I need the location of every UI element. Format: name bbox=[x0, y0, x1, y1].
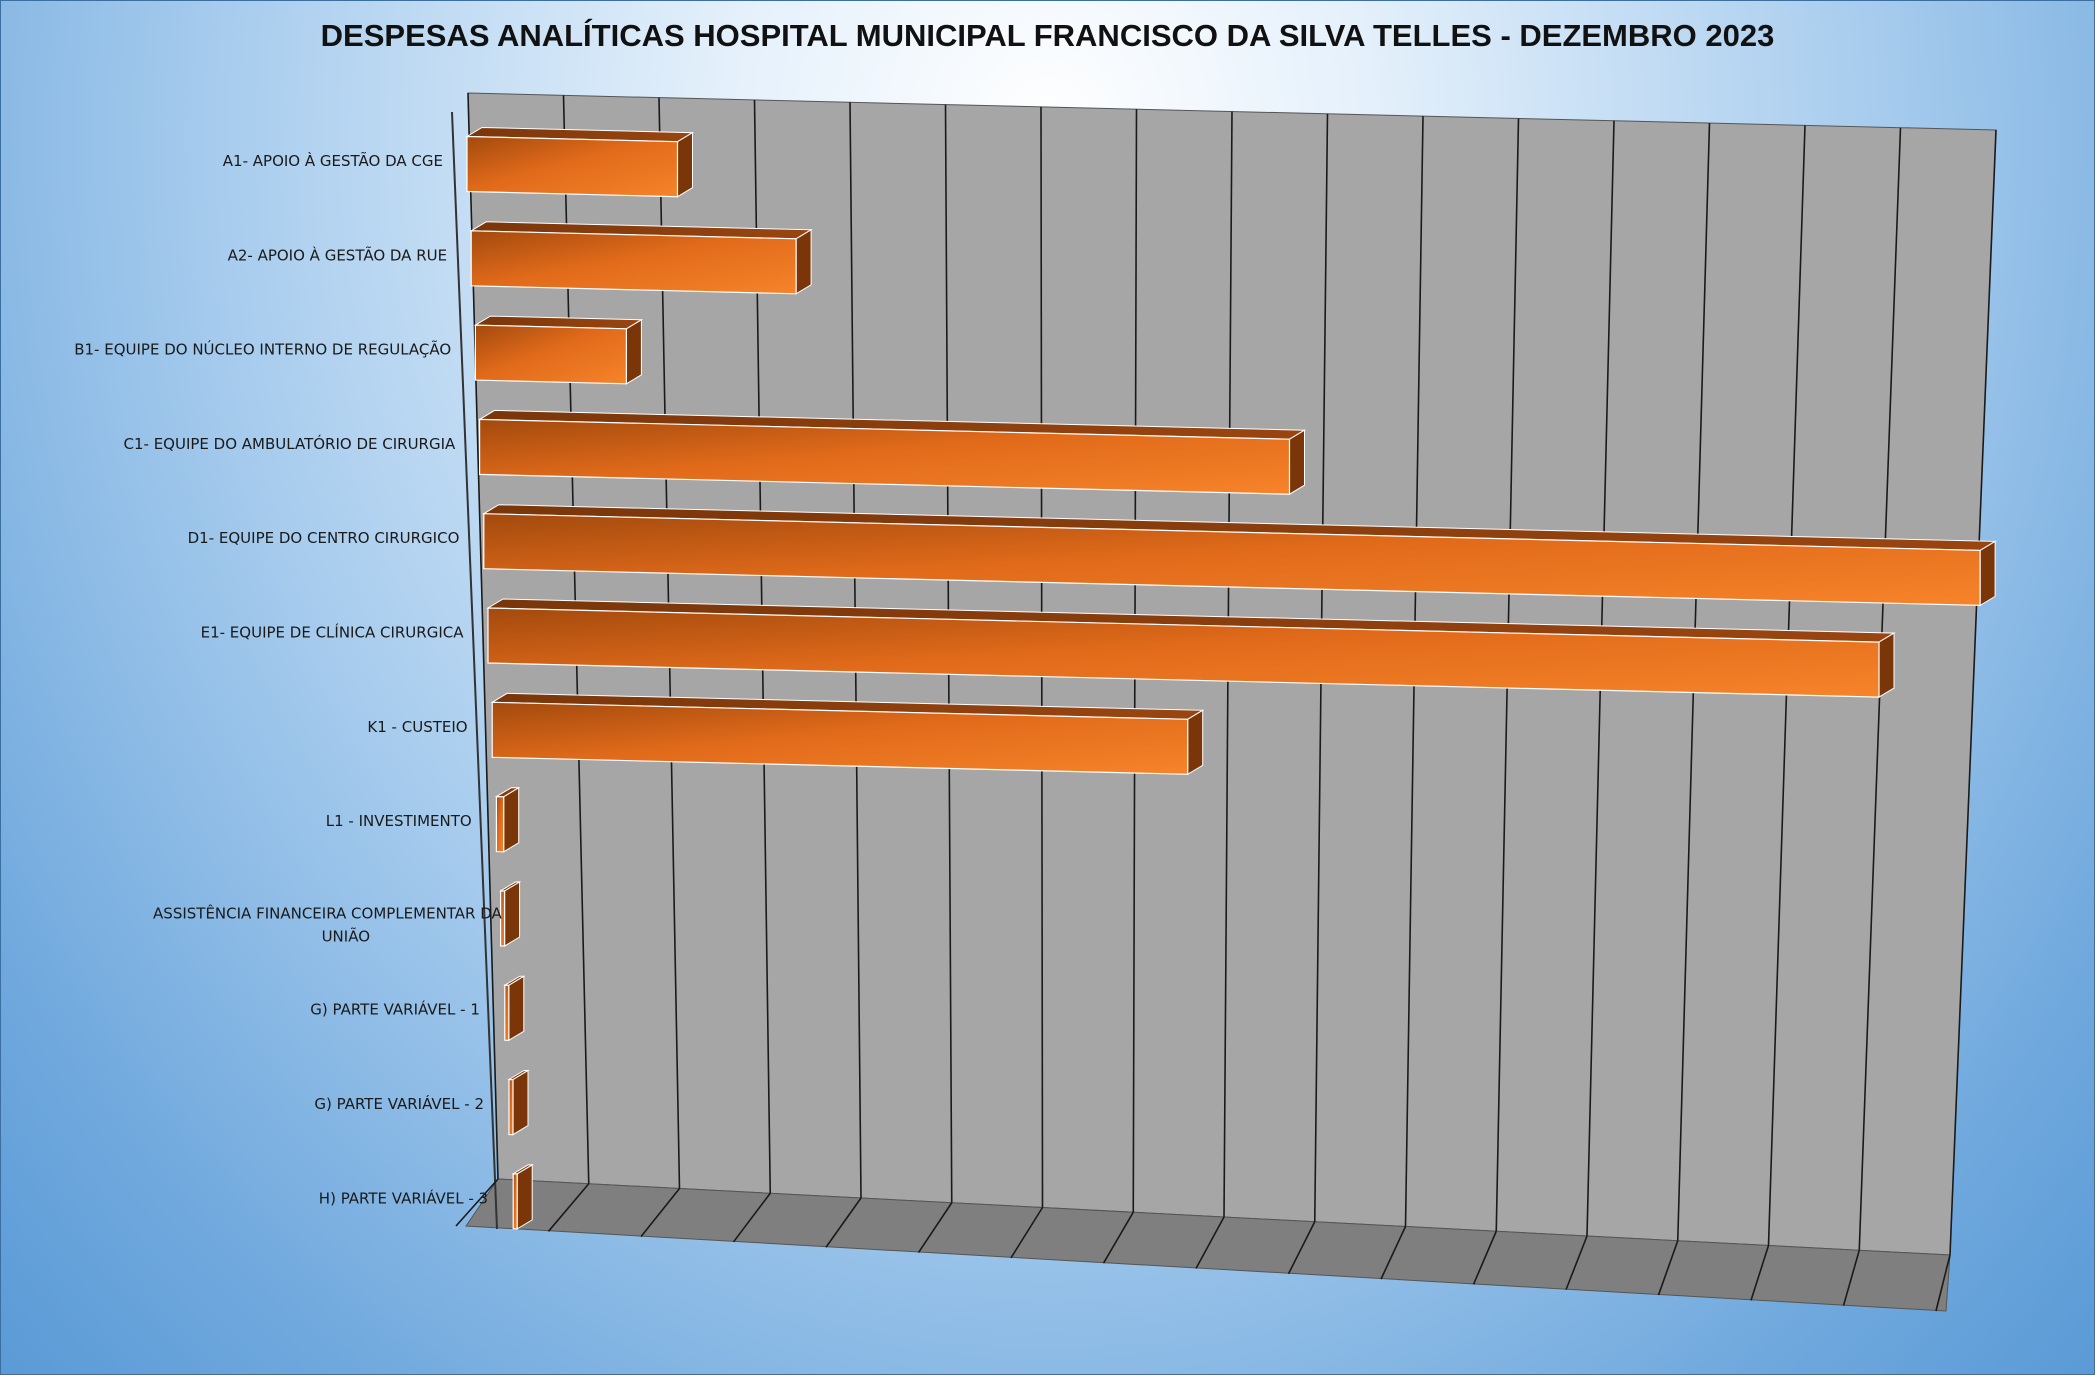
bar bbox=[482, 504, 1997, 607]
bar-front-face bbox=[504, 984, 510, 1041]
chart-title: DESPESAS ANALÍTICAS HOSPITAL MUNICIPAL F… bbox=[320, 18, 1775, 53]
bar bbox=[465, 126, 695, 198]
bar-front-face bbox=[495, 795, 505, 853]
floor-gridline bbox=[825, 1197, 862, 1248]
floor-gridline bbox=[1657, 1240, 1679, 1296]
bar-side-face bbox=[795, 228, 812, 295]
bar bbox=[490, 692, 1205, 776]
bar bbox=[473, 315, 644, 385]
category-label: ASSISTÊNCIA FINANCEIRA COMPLEMENTAR DA UN… bbox=[153, 903, 502, 945]
bar-front-face bbox=[466, 135, 679, 198]
category-label: G) PARTE VARIÁVEL - 1 bbox=[310, 1000, 480, 1019]
bar-side-face bbox=[503, 786, 520, 853]
floor-gridline bbox=[1380, 1226, 1407, 1280]
gridline bbox=[1949, 129, 1997, 1256]
floor-gridline bbox=[1935, 1254, 1951, 1312]
category-label: G) PARTE VARIÁVEL - 2 bbox=[314, 1094, 484, 1113]
category-label: B1- EQUIPE DO NÚCLEO INTERNO DE REGULAÇÃ… bbox=[74, 340, 451, 359]
bar-front-face bbox=[487, 607, 1880, 698]
floor-gridline bbox=[1472, 1230, 1497, 1285]
floor-gridline bbox=[732, 1192, 771, 1243]
bar-side-face bbox=[508, 975, 525, 1042]
category-label: K1 - CUSTEIO bbox=[367, 718, 467, 736]
category-label: A1- APOIO À GESTÃO DA CGE bbox=[223, 151, 443, 170]
bar-front-face bbox=[479, 418, 1291, 495]
bar bbox=[469, 221, 813, 295]
bar-side-face bbox=[677, 131, 693, 198]
bar bbox=[486, 598, 1896, 698]
floor-gridline bbox=[1010, 1207, 1044, 1259]
bar bbox=[477, 409, 1307, 496]
floor-gridline bbox=[917, 1202, 953, 1254]
floor-gridline bbox=[1842, 1250, 1861, 1306]
bar-front-face bbox=[491, 701, 1189, 775]
bar-side-face bbox=[1878, 632, 1895, 698]
category-label: H) PARTE VARIÁVEL - 3 bbox=[319, 1188, 488, 1207]
bar-side-face bbox=[1187, 709, 1204, 776]
category-label: L1 - INVESTIMENTO bbox=[326, 812, 472, 830]
category-label: A2- APOIO À GESTÃO DA RUE bbox=[228, 245, 448, 264]
category-axis-line bbox=[451, 111, 498, 1230]
bar-front-face bbox=[483, 513, 1981, 607]
bar bbox=[503, 975, 526, 1042]
bar-side-face bbox=[1979, 540, 1996, 607]
floor-gridline bbox=[1287, 1221, 1316, 1275]
bar-front-face bbox=[474, 324, 628, 385]
bar bbox=[498, 881, 522, 947]
bar-front-face bbox=[470, 230, 797, 295]
bar-side-face bbox=[625, 318, 642, 385]
floor-gridline bbox=[1102, 1211, 1134, 1264]
category-label: C1- EQUIPE DO AMBULATÓRIO DE CIRURGIA bbox=[124, 434, 457, 453]
bar-side-face bbox=[512, 1069, 529, 1136]
bar bbox=[511, 1164, 534, 1230]
category-label: E1- EQUIPE DE CLÍNICA CIRURGICA bbox=[201, 623, 465, 642]
bar-side-face bbox=[516, 1164, 533, 1230]
bar-front-face bbox=[512, 1173, 518, 1230]
floor-gridline bbox=[1195, 1216, 1225, 1269]
bar bbox=[507, 1069, 530, 1136]
bar-front-face bbox=[500, 890, 506, 947]
bar bbox=[494, 786, 521, 853]
floor-gridline bbox=[1750, 1245, 1770, 1301]
floor-gridline bbox=[547, 1183, 590, 1232]
category-label: D1- EQUIPE DO CENTRO CIRURGICO bbox=[188, 529, 460, 547]
floor-gridline bbox=[455, 1178, 499, 1227]
floor-gridline bbox=[1565, 1235, 1588, 1291]
bar-side-face bbox=[1289, 429, 1305, 496]
floor-gridline bbox=[640, 1188, 681, 1238]
bar-side-face bbox=[504, 881, 521, 947]
bar-front-face bbox=[508, 1078, 514, 1136]
